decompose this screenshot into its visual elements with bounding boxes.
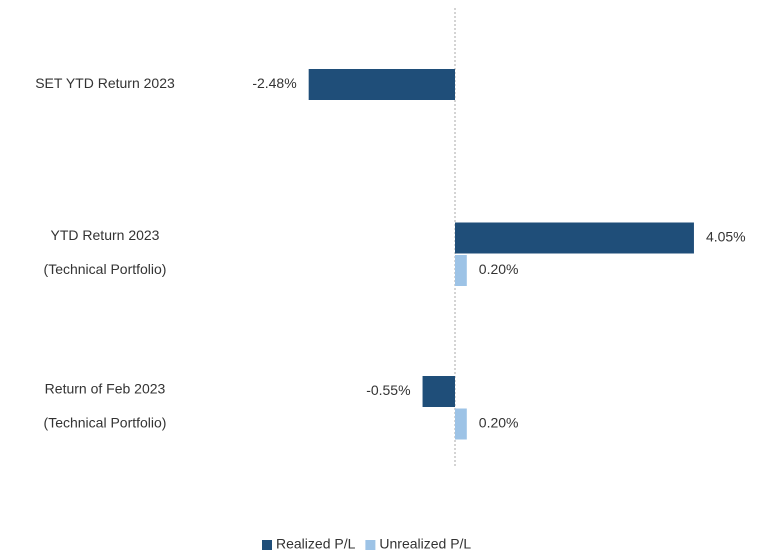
value-label: -2.48% [252, 75, 296, 91]
value-label: -0.55% [366, 382, 410, 398]
bar [455, 255, 467, 286]
value-label: 4.05% [706, 229, 746, 245]
category-label: YTD Return 2023 [51, 227, 160, 243]
legend-label: Realized P/L [276, 536, 356, 552]
value-label: 0.20% [479, 261, 519, 277]
category-label: Return of Feb 2023 [45, 381, 166, 397]
bar [308, 69, 455, 100]
legend-swatch [365, 540, 376, 550]
bar [422, 376, 455, 407]
category-label: SET YTD Return 2023 [35, 75, 175, 91]
value-label: 0.20% [479, 415, 519, 431]
legend-swatch [262, 540, 272, 550]
category-label: (Technical Portfolio) [44, 261, 167, 277]
bar [455, 222, 694, 254]
category-label: (Technical Portfolio) [44, 415, 167, 431]
bar [455, 408, 467, 440]
legend-label: Unrealized P/L [379, 536, 471, 552]
